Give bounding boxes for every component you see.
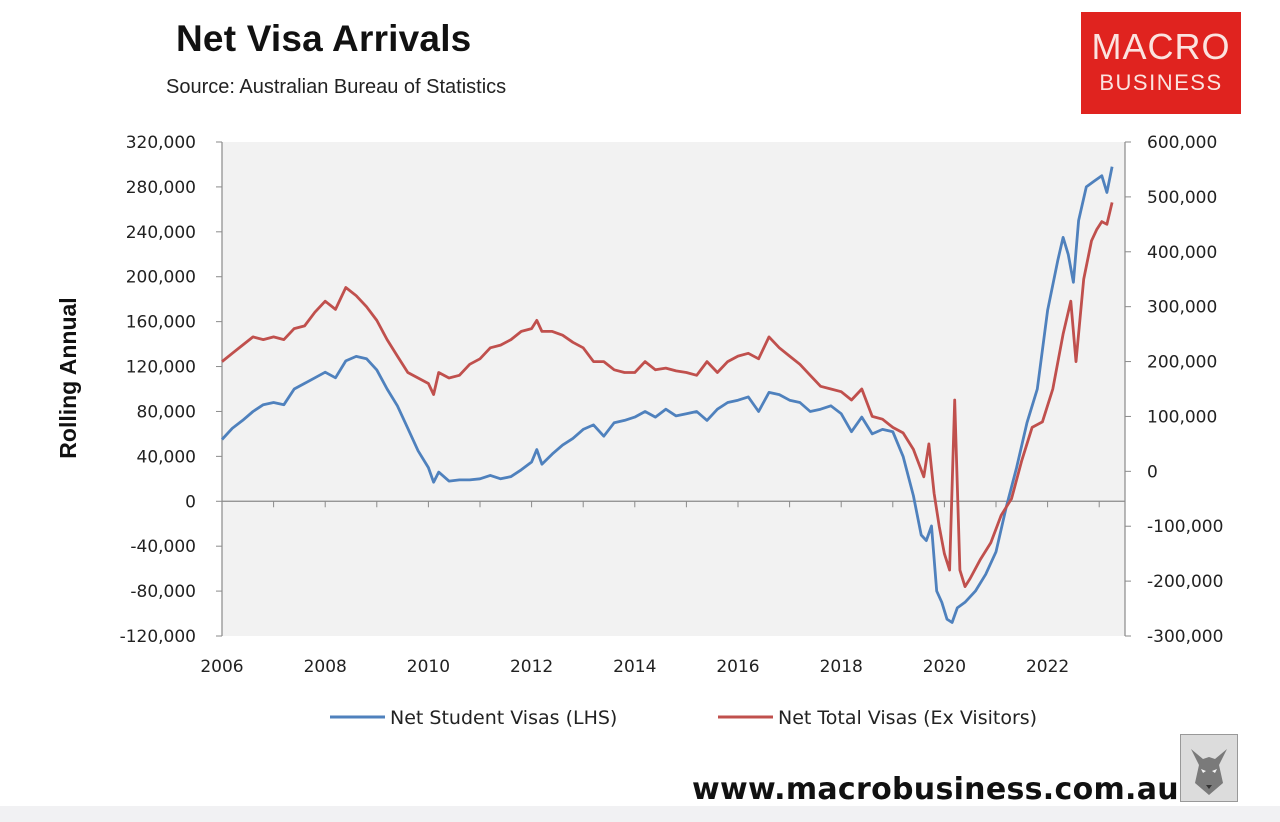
left-tick-label-0: 320,000 <box>126 133 196 153</box>
chart-title: Net Visa Arrivals <box>176 18 472 59</box>
y-axis-label: Rolling Annual <box>55 297 81 458</box>
series-line-student-visas <box>220 166 1114 624</box>
series-line-total-visas <box>221 202 1114 588</box>
chart-subtitle: Source: Australian Bureau of Statistics <box>166 76 507 98</box>
x-tick-label-6: 2018 <box>820 657 863 677</box>
website-url: www.macrobusiness.com.au <box>692 772 1179 807</box>
right-tick-label-2: 400,000 <box>1147 243 1217 263</box>
x-tick-label-8: 2022 <box>1026 657 1069 677</box>
left-tick-label-5: 120,000 <box>126 358 196 378</box>
x-tick-label-7: 2020 <box>923 657 966 677</box>
right-tick-label-0: 600,000 <box>1147 133 1217 153</box>
plot-area <box>222 142 1125 636</box>
left-tick-label-6: 80,000 <box>137 402 196 422</box>
left-tick-label-4: 160,000 <box>126 313 196 333</box>
right-tick-label-5: 100,000 <box>1147 407 1217 427</box>
left-tick-label-2: 240,000 <box>126 223 196 243</box>
right-tick-label-9: -300,000 <box>1147 627 1223 647</box>
x-tick-label-2: 2010 <box>407 657 450 677</box>
left-tick-label-8: 0 <box>185 492 196 512</box>
left-tick-label-10: -80,000 <box>130 582 196 602</box>
left-tick-label-11: -120,000 <box>120 627 196 647</box>
x-tick-label-1: 2008 <box>304 657 347 677</box>
x-tick-label-5: 2016 <box>716 657 759 677</box>
right-tick-label-6: 0 <box>1147 462 1158 482</box>
right-tick-label-1: 500,000 <box>1147 188 1217 208</box>
logo-line-2: BUSINESS <box>1099 70 1223 95</box>
right-tick-label-4: 200,000 <box>1147 353 1217 373</box>
left-tick-label-7: 40,000 <box>137 447 196 467</box>
left-tick-label-3: 200,000 <box>126 268 196 288</box>
right-tick-label-8: -200,000 <box>1147 572 1223 592</box>
logo-line-1: MACRO <box>1091 26 1231 67</box>
bottom-band <box>0 806 1280 822</box>
right-tick-label-7: -100,000 <box>1147 517 1223 537</box>
left-tick-label-1: 280,000 <box>126 178 196 198</box>
x-tick-label-3: 2012 <box>510 657 553 677</box>
left-tick-label-9: -40,000 <box>130 537 196 557</box>
legend-label-student: Net Student Visas (LHS) <box>390 707 617 729</box>
right-tick-label-3: 300,000 <box>1147 298 1217 318</box>
macrobusiness-logo: MACRO BUSINESS <box>1081 12 1241 114</box>
x-tick-label-0: 2006 <box>200 657 243 677</box>
x-tick-label-4: 2014 <box>613 657 656 677</box>
legend-label-total: Net Total Visas (Ex Visitors) <box>778 707 1037 729</box>
wolf-logo-icon <box>1180 734 1238 802</box>
